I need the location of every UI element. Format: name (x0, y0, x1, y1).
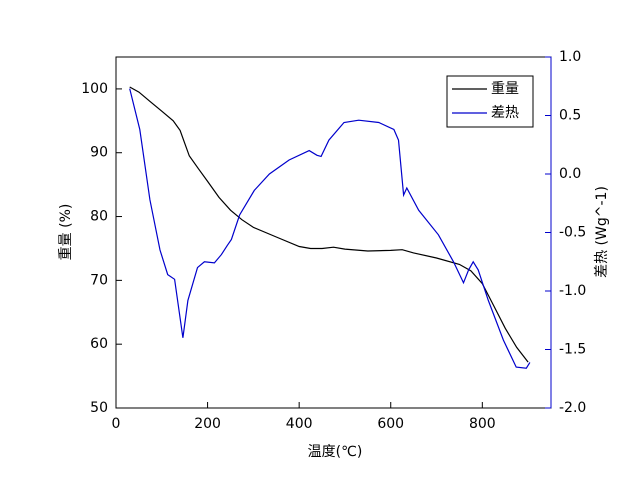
y2-tick-label: 1.0 (559, 49, 581, 65)
y2-tick-label: -1.0 (559, 283, 586, 299)
x-tick-label: 800 (469, 416, 496, 432)
y-tick-label: 70 (90, 272, 108, 288)
y2-tick-label: -0.5 (559, 225, 586, 241)
x-axis-title: 温度(℃) (308, 444, 363, 460)
y-tick-label: 50 (90, 400, 108, 416)
x-tick-label: 400 (286, 416, 313, 432)
y2-tick-label: -1.5 (559, 342, 586, 358)
series-line (129, 88, 531, 369)
y2-tick-label: 0.5 (559, 108, 581, 124)
x-tick-label: 600 (377, 416, 404, 432)
y-axis-title: 重量 (%) (58, 204, 74, 261)
y2-axis-title: 差热 (Wg^-1) (594, 186, 610, 278)
y2-tick-label: -2.0 (559, 400, 586, 416)
series-line (129, 86, 529, 363)
x-tick-label: 200 (194, 416, 221, 432)
legend-box (446, 75, 534, 128)
y2-tick-label: 0.0 (559, 166, 581, 182)
y-tick-label: 60 (90, 336, 108, 352)
legend-label: 差热 (491, 105, 519, 121)
y-tick-label: 100 (81, 81, 108, 97)
x-tick-label: 0 (112, 416, 121, 432)
y-tick-label: 80 (90, 209, 108, 225)
y-tick-label: 90 (90, 145, 108, 161)
legend-label: 重量 (491, 81, 519, 97)
